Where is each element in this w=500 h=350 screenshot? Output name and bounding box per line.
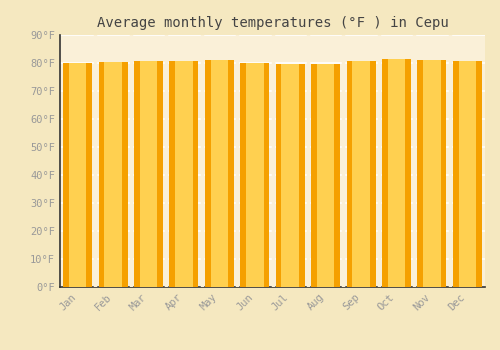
Bar (175, 61, 192, 287)
Bar (276, 64, 304, 287)
Bar (352, 61, 370, 287)
Bar (311, 64, 340, 287)
Title: Average monthly temperatures (°F ) in Cepu: Average monthly temperatures (°F ) in Ce… (96, 16, 448, 30)
Bar (63, 63, 92, 287)
Bar (382, 60, 411, 287)
Bar (423, 60, 440, 287)
Bar (246, 63, 264, 287)
Bar (210, 60, 228, 287)
Bar (282, 64, 299, 287)
Bar (205, 60, 234, 287)
Bar (346, 61, 376, 287)
Bar (317, 64, 334, 287)
Bar (69, 63, 86, 287)
Bar (98, 62, 128, 287)
Bar (240, 63, 270, 287)
Bar (458, 61, 476, 287)
Bar (418, 60, 446, 287)
Bar (104, 62, 122, 287)
Bar (140, 61, 158, 287)
Bar (453, 61, 482, 287)
Bar (134, 61, 163, 287)
Bar (170, 61, 198, 287)
Bar (388, 60, 405, 287)
